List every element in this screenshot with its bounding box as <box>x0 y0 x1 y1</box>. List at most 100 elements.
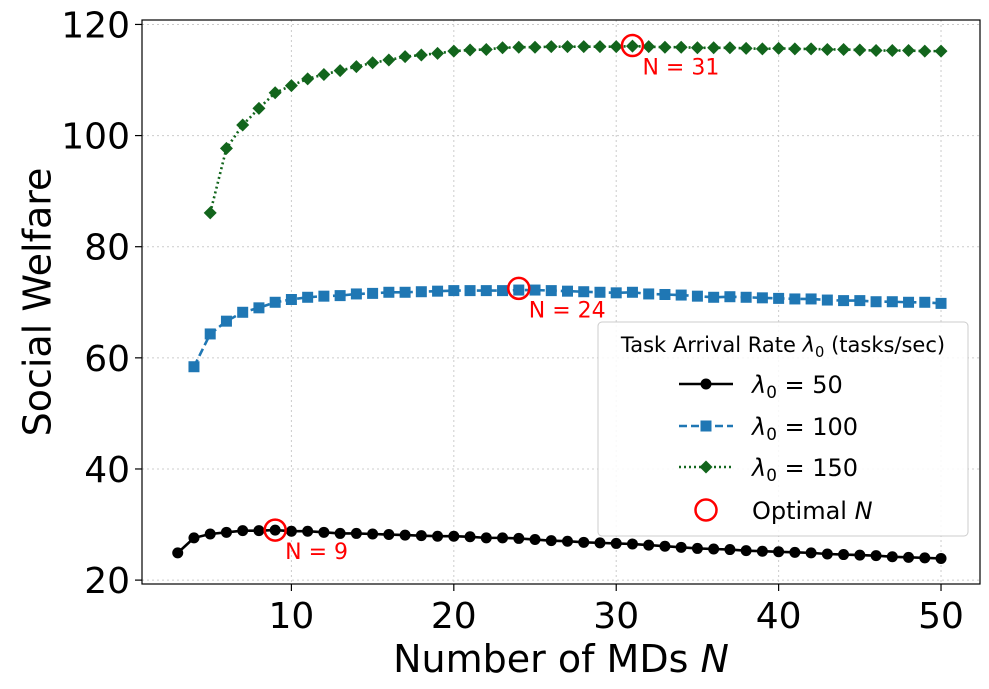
data-point <box>903 296 915 308</box>
data-point <box>350 527 362 539</box>
legend-title: Task Arrival Rate λ0 (tasks/sec) <box>620 333 945 361</box>
data-point <box>333 64 347 78</box>
data-point <box>448 530 460 542</box>
data-point <box>643 288 655 300</box>
data-point <box>350 288 362 300</box>
data-point <box>691 542 703 554</box>
legend-box <box>597 321 969 537</box>
data-point <box>317 67 331 81</box>
data-point <box>479 42 493 56</box>
data-point <box>918 44 932 58</box>
data-point <box>463 43 477 57</box>
data-point <box>561 535 573 547</box>
data-point <box>593 40 607 54</box>
y-tick-label: 120 <box>61 5 130 46</box>
data-point <box>870 296 882 308</box>
data-point <box>755 42 769 56</box>
data-point <box>724 291 736 303</box>
data-point <box>529 534 541 546</box>
data-point <box>382 53 396 67</box>
data-point <box>837 42 851 56</box>
data-point <box>919 552 931 564</box>
data-point <box>935 297 947 309</box>
data-point <box>432 285 444 297</box>
data-point <box>529 284 541 296</box>
data-point <box>854 295 866 307</box>
data-point <box>204 328 216 340</box>
data-point <box>691 290 703 302</box>
data-point <box>544 40 558 54</box>
data-point <box>821 548 833 560</box>
x-axis-label: Number of MDs N <box>393 637 729 681</box>
data-point <box>399 529 411 541</box>
optimal-point-marker <box>263 518 287 542</box>
data-point <box>675 289 687 301</box>
data-point <box>789 293 801 305</box>
data-point <box>740 545 752 557</box>
data-point <box>545 285 557 297</box>
data-point <box>334 290 346 302</box>
data-point <box>349 60 363 74</box>
data-point <box>172 547 184 559</box>
data-point <box>578 286 590 298</box>
data-point <box>739 41 753 55</box>
data-point <box>383 529 395 541</box>
data-point <box>740 291 752 303</box>
data-point <box>919 296 931 308</box>
data-point <box>708 543 720 555</box>
legend-label: Optimal N <box>752 497 873 525</box>
data-point <box>480 285 492 297</box>
data-point <box>268 86 282 100</box>
data-point <box>659 288 671 300</box>
data-point <box>723 41 737 55</box>
data-point <box>804 42 818 56</box>
data-point <box>285 525 297 537</box>
data-point <box>788 42 802 56</box>
data-point <box>934 44 948 58</box>
data-point <box>724 544 736 556</box>
data-point <box>674 40 688 54</box>
data-point <box>496 41 510 55</box>
legend-marker <box>700 378 712 390</box>
data-point <box>708 291 720 303</box>
data-point <box>383 286 395 298</box>
data-point <box>870 550 882 562</box>
data-point <box>367 528 379 540</box>
data-point <box>219 141 233 155</box>
data-point <box>528 40 542 54</box>
data-point <box>284 79 298 93</box>
legend: Task Arrival Rate λ0 (tasks/sec) λ0 = 50… <box>597 321 969 537</box>
series-line <box>208 44 942 214</box>
legend-label: λ0 = 100 <box>750 413 858 444</box>
data-point <box>269 524 281 536</box>
data-point <box>237 525 249 537</box>
optimal-markers: N = 9 N = 24 N = 31 <box>263 33 719 565</box>
data-point <box>188 532 200 544</box>
data-point <box>577 40 591 54</box>
data-point <box>399 286 411 298</box>
data-point <box>204 528 216 540</box>
series-1 <box>172 524 947 564</box>
data-point <box>626 286 638 298</box>
data-point <box>366 56 380 70</box>
data-point <box>448 285 460 297</box>
optimal-point-label: N = 31 <box>642 56 719 81</box>
x-tick-label: 10 <box>269 596 315 637</box>
data-point <box>398 50 412 64</box>
legend-label: λ0 = 150 <box>750 454 858 485</box>
data-point <box>838 549 850 561</box>
data-point <box>560 40 574 54</box>
data-point <box>415 530 427 542</box>
legend-label: λ0 = 50 <box>750 371 843 402</box>
data-point <box>431 46 445 60</box>
data-point <box>854 549 866 561</box>
y-tick-label: 80 <box>84 228 130 269</box>
x-tick-label: 30 <box>593 596 639 637</box>
x-tick-label: 20 <box>431 596 477 637</box>
y-tick-label: 40 <box>84 450 130 491</box>
optimal-point-marker <box>620 33 645 58</box>
data-point <box>203 206 217 220</box>
data-point <box>642 40 656 54</box>
data-point <box>869 44 883 58</box>
